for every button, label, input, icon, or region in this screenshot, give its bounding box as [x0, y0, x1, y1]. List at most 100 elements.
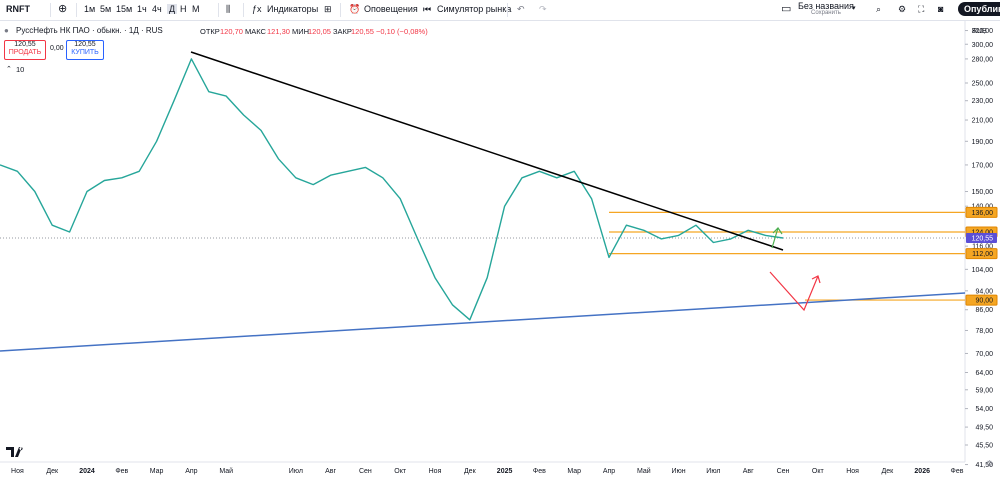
trend-line[interactable]: [190, 51, 784, 251]
chart-type-button[interactable]: ⫼: [226, 4, 231, 14]
x-tick-label: Апр: [185, 468, 197, 475]
x-tick-label: Окт: [812, 468, 825, 475]
x-tick-label: Апр: [603, 468, 615, 475]
x-tick-label: Мар: [150, 468, 164, 475]
level-label: 136,00: [972, 210, 994, 217]
indicators-count[interactable]: 10: [16, 65, 25, 74]
y-tick-label: 94,00: [975, 288, 993, 295]
change-value: −0,10 (−0,08%): [376, 27, 428, 36]
level-label-box: [965, 294, 998, 306]
layout-icon[interactable]: ▭: [781, 3, 792, 15]
x-tick-label: Авг: [325, 468, 336, 475]
interval[interactable]: 5м: [100, 4, 112, 14]
close-value: 120,55: [351, 27, 374, 36]
compare-button[interactable]: ⊕: [58, 3, 68, 15]
buy-label: КУПИТЬ: [71, 49, 99, 56]
publish-button[interactable]: Опублико: [958, 2, 1000, 16]
x-tick-label: Июл: [289, 468, 303, 475]
indicators-button[interactable]: Индикаторы: [267, 4, 319, 14]
buy-price: 120,55: [74, 41, 96, 48]
undo-button[interactable]: ↶: [517, 4, 525, 14]
up-arrow[interactable]: [771, 227, 779, 249]
last-price-label: 120,55: [972, 235, 994, 242]
interval[interactable]: М: [192, 4, 200, 14]
y-tick-label: 54,00: [975, 406, 993, 413]
level-label-box: [965, 248, 998, 260]
x-tick-label: Фев: [951, 468, 964, 475]
y-tick-label: 320,00: [972, 28, 994, 35]
layout-name[interactable]: Без названия: [798, 1, 854, 11]
time-axis-settings[interactable]: ⚙: [986, 459, 993, 468]
y-tick-label: 45,50: [975, 442, 993, 449]
alerts-button[interactable]: Оповещения: [364, 4, 418, 14]
open-label: ОТКР: [200, 27, 220, 36]
level-label: 90,00: [975, 298, 993, 305]
x-tick-label: Июн: [672, 468, 686, 475]
interval[interactable]: Н: [180, 4, 187, 14]
low-value: 120,05: [308, 27, 331, 36]
x-tick-label: Дек: [464, 468, 477, 475]
y-tick-label: 70,00: [975, 351, 993, 358]
instrument-title[interactable]: РуссНефть НК ПАО · обыкн. · 1Д · RUS: [16, 26, 163, 35]
scenario-arrow[interactable]: [769, 271, 819, 312]
interval[interactable]: 1ч: [137, 4, 147, 14]
sell-price: 120,55: [14, 41, 36, 48]
indicators-icon[interactable]: ƒx: [252, 4, 262, 14]
interval[interactable]: 1м: [84, 4, 96, 14]
quick-search[interactable]: ⌕: [876, 4, 882, 14]
x-tick-label: Фев: [533, 468, 546, 475]
layout-status: Сохранить: [811, 10, 841, 16]
x-tick-label: Ноя: [11, 468, 24, 475]
spread: 0,00: [50, 45, 64, 52]
separator: [243, 3, 244, 17]
x-tick-label: Окт: [394, 468, 407, 475]
high-label: МАКС: [245, 27, 266, 36]
plot-area: 320,00 300,00 280,00 250,00 230,00 210,00 190,…: [0, 28, 998, 475]
y-tick-label: 300,00: [972, 42, 994, 49]
x-tick-label: 2026: [914, 468, 930, 475]
low-label: МИН: [292, 27, 310, 36]
x-tick-label: Фев: [115, 468, 128, 475]
templates-button[interactable]: ⊞: [324, 4, 332, 14]
redo-button[interactable]: ↷: [539, 4, 547, 14]
separator: [507, 3, 508, 17]
y-tick-label: 280,00: [972, 56, 994, 63]
x-tick-label: Ноя: [846, 468, 859, 475]
interval-active[interactable]: Д: [167, 4, 178, 14]
top-toolbar: RNFT ⊕ 1м 5м 15м 1ч 4ч Д Н М ⫼ ƒx Индика…: [0, 0, 1000, 21]
support-line[interactable]: [0, 292, 966, 352]
buy-button[interactable]: 120,55 КУПИТЬ: [66, 40, 104, 60]
currency-label[interactable]: RUB: [972, 28, 987, 35]
alerts-icon[interactable]: ⏰: [349, 4, 361, 14]
y-tick-label: 210,00: [972, 118, 994, 125]
interval[interactable]: 4ч: [152, 4, 162, 14]
close-label: ЗАКР: [333, 27, 352, 36]
y-tick-label: 86,00: [975, 307, 993, 314]
settings-button[interactable]: ⚙: [898, 4, 907, 14]
fullscreen-button[interactable]: ⛶: [918, 4, 925, 14]
replay-button[interactable]: Симулятор рынка: [437, 4, 512, 14]
y-tick-label: 59,00: [975, 387, 993, 394]
sell-label: ПРОДАТЬ: [8, 49, 42, 56]
symbol-search[interactable]: RNFT: [6, 4, 30, 14]
tradingview-logo: [6, 447, 23, 457]
y-tick-label: 250,00: [972, 80, 994, 87]
x-tick-label: Мар: [567, 468, 581, 475]
x-tick-label: 2025: [497, 468, 513, 475]
replay-icon[interactable]: ⏮: [423, 4, 432, 14]
y-tick-label: 116,00: [972, 244, 993, 251]
y-tick-label: 230,00: [972, 98, 994, 105]
indicators-toggle[interactable]: ⌃: [6, 66, 12, 73]
x-tick-label: Дек: [46, 468, 59, 475]
layout-menu[interactable]: ▾: [852, 5, 856, 12]
sell-button[interactable]: 120,55 ПРОДАТЬ: [4, 40, 46, 60]
interval[interactable]: 15м: [116, 4, 133, 14]
separator: [50, 3, 51, 17]
y-tick-label: 41,50: [975, 462, 993, 469]
snapshot-button[interactable]: ◙: [938, 4, 944, 14]
x-tick-label: 2024: [79, 468, 95, 475]
separator: [218, 3, 219, 17]
level-label: 112,00: [972, 251, 993, 258]
x-tick-label: Авг: [743, 468, 754, 475]
